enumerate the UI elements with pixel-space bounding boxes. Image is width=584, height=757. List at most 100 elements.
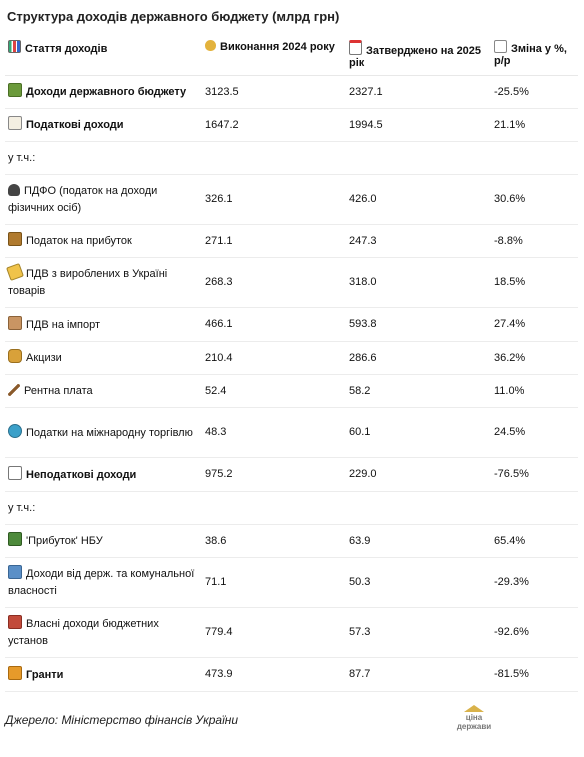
row-label: Податок на прибуток — [5, 224, 202, 258]
table-row: Гранти 473.9 87.7 -81.5% — [5, 657, 578, 692]
people-icon — [8, 183, 20, 196]
value-2025: 60.1 — [346, 407, 491, 458]
briefcase-icon — [8, 232, 22, 246]
row-label: у т.ч.: — [5, 491, 202, 525]
value-change: 36.2% — [491, 341, 578, 375]
value-change — [491, 141, 578, 175]
value-change: 11.0% — [491, 374, 578, 408]
table-row: Власні доходи бюджетних установ 779.4 57.3… — [5, 607, 578, 658]
table-row: ПДФО (податок на доходи фізичних осіб) 32… — [5, 174, 578, 225]
value-2024: 210.4 — [202, 341, 346, 375]
value-2025: 426.0 — [346, 174, 491, 225]
value-2024: 473.9 — [202, 657, 346, 692]
value-change: 27.4% — [491, 307, 578, 342]
table-row: 'Прибуток' НБУ 38.6 63.9 65.4% — [5, 524, 578, 558]
chart-trend-icon — [494, 40, 507, 53]
barrel-icon — [8, 349, 22, 363]
value-2024 — [202, 491, 346, 525]
row-label: Податки на міжнародну торгівлю — [5, 407, 202, 458]
header-2025: Затверджено на 2025 рік — [346, 36, 491, 76]
calendar-icon — [349, 40, 362, 55]
value-change: 65.4% — [491, 524, 578, 558]
row-label: ПДВ з вироблених в Україні товарів — [5, 257, 202, 308]
value-2025: 58.2 — [346, 374, 491, 408]
value-2024: 779.4 — [202, 607, 346, 658]
value-2025: 2327.1 — [346, 75, 491, 109]
value-2025: 1994.5 — [346, 108, 491, 142]
bank-icon — [8, 532, 22, 546]
value-2024: 48.3 — [202, 407, 346, 458]
value-2025 — [346, 141, 491, 175]
table-row: Рентна плата 52.4 58.2 11.0% — [5, 374, 578, 408]
value-2024: 52.4 — [202, 374, 346, 408]
bar-chart-icon — [8, 40, 21, 53]
value-2025: 593.8 — [346, 307, 491, 342]
row-label: Гранти — [5, 657, 202, 692]
value-change: -76.5% — [491, 457, 578, 492]
value-change — [491, 491, 578, 525]
value-2025: 87.7 — [346, 657, 491, 692]
value-change: 18.5% — [491, 257, 578, 308]
table-row: Неподаткові доходи 975.2 229.0 -76.5% — [5, 457, 578, 492]
value-change: -8.8% — [491, 224, 578, 258]
row-label: ПДВ на імпорт — [5, 307, 202, 342]
table-row: у т.ч.: — [5, 491, 578, 525]
revenue-table: Стаття доходів Виконання 2024 року Затве… — [5, 36, 578, 692]
value-2025: 57.3 — [346, 607, 491, 658]
row-label: Акцизи — [5, 341, 202, 375]
table-row: Доходи від держ. та комунальної власност… — [5, 557, 578, 608]
value-change: -29.3% — [491, 557, 578, 608]
gift-icon — [8, 665, 22, 680]
pickaxe-icon — [8, 383, 20, 396]
header-change: Зміна у %, р/р — [491, 36, 578, 76]
school-icon — [8, 615, 22, 629]
globe-icon — [8, 423, 22, 438]
row-label: Доходи від держ. та комунальної власност… — [5, 557, 202, 608]
value-2024: 3123.5 — [202, 75, 346, 109]
value-change: 30.6% — [491, 174, 578, 225]
value-2025: 63.9 — [346, 524, 491, 558]
money-bag-icon — [205, 40, 216, 51]
receipt-icon — [8, 116, 22, 130]
value-change: 24.5% — [491, 407, 578, 458]
header-2024: Виконання 2024 року — [202, 36, 346, 76]
row-label: 'Прибуток' НБУ — [5, 524, 202, 558]
value-2024: 1647.2 — [202, 108, 346, 142]
value-2024: 271.1 — [202, 224, 346, 258]
value-2025: 318.0 — [346, 257, 491, 308]
table-row: ПДВ на імпорт 466.1 593.8 27.4% — [5, 307, 578, 342]
value-change: -25.5% — [491, 75, 578, 109]
table-row: Податок на прибуток 271.1 247.3 -8.8% — [5, 224, 578, 258]
value-2024: 466.1 — [202, 307, 346, 342]
table-row: Податкові доходи 1647.2 1994.5 21.1% — [5, 108, 578, 142]
row-label: Доходи державного бюджету — [5, 75, 202, 109]
table-header-row: Стаття доходів Виконання 2024 року Затве… — [5, 36, 578, 76]
value-2024: 38.6 — [202, 524, 346, 558]
chart-down-icon — [8, 465, 22, 480]
package-icon — [8, 315, 22, 330]
value-2024: 268.3 — [202, 257, 346, 308]
value-2025: 286.6 — [346, 341, 491, 375]
value-2024: 326.1 — [202, 174, 346, 225]
value-2024: 975.2 — [202, 457, 346, 492]
logo-roof-icon — [464, 705, 484, 712]
table-row: у т.ч.: — [5, 141, 578, 175]
brand-logo: ціна держави — [452, 705, 496, 735]
row-label: у т.ч.: — [5, 141, 202, 175]
value-change: 21.1% — [491, 108, 578, 142]
row-label: Податкові доходи — [5, 108, 202, 142]
cash-icon — [8, 83, 22, 97]
value-2025 — [346, 491, 491, 525]
value-2025: 247.3 — [346, 224, 491, 258]
tag-icon — [6, 263, 24, 281]
table-row: ПДВ з вироблених в Україні товарів 268.3 3… — [5, 257, 578, 308]
value-change: -81.5% — [491, 657, 578, 692]
value-2024 — [202, 141, 346, 175]
value-change: -92.6% — [491, 607, 578, 658]
table-row: Акцизи 210.4 286.6 36.2% — [5, 341, 578, 375]
row-label: ПДФО (податок на доходи фізичних осіб) — [5, 174, 202, 225]
source-note: Джерело: Міністерство фінансів України — [5, 713, 239, 727]
row-label: Рентна плата — [5, 374, 202, 408]
page-title: Структура доходів державного бюджету (мл… — [7, 9, 340, 24]
table-row: Податки на міжнародну торгівлю 48.3 60.1 24… — [5, 407, 578, 458]
